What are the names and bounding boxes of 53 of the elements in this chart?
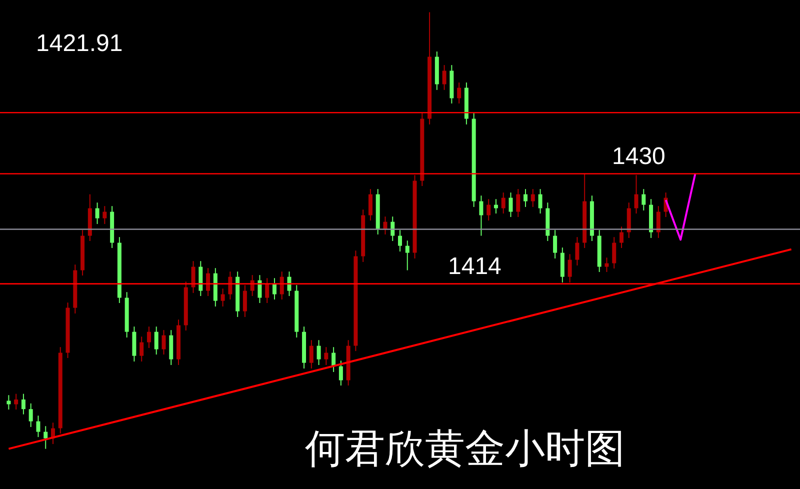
candlestick [324, 346, 328, 366]
candlestick [575, 236, 580, 266]
candlestick [95, 202, 100, 224]
candlestick [21, 393, 26, 415]
candlestick [501, 192, 506, 214]
candlestick [619, 226, 624, 248]
candlestick [538, 188, 542, 214]
candlestick [479, 195, 484, 236]
candlestick [612, 236, 616, 270]
candlestick [383, 216, 388, 235]
candlestick [486, 198, 491, 221]
candlestick [568, 254, 572, 283]
candlestick [258, 274, 262, 304]
candlestick [338, 360, 343, 386]
candlestick [405, 240, 410, 271]
candlestick [140, 336, 144, 362]
candlestick [44, 426, 48, 450]
candlestick [604, 257, 609, 273]
candlestick [656, 206, 660, 238]
annotation: 1421.91 [36, 30, 123, 57]
candlestick [28, 402, 33, 428]
candlestick [265, 278, 270, 304]
candlestick [553, 230, 558, 259]
annotation: 1430 [612, 143, 666, 170]
candlestick [14, 393, 18, 410]
candlestick [398, 230, 402, 252]
candlestick [272, 278, 276, 300]
candlestick [6, 394, 11, 410]
candlestick [280, 271, 284, 300]
candlestick [154, 326, 158, 356]
candlestick [309, 340, 314, 369]
candlestick [634, 174, 638, 214]
candlestick [36, 415, 40, 438]
candlestick [368, 188, 372, 221]
candlestick [457, 82, 462, 104]
candlestick [146, 326, 151, 348]
annotation: 1414 [448, 253, 502, 280]
candlestick [191, 260, 196, 294]
candlestick [206, 268, 210, 297]
candlestick [508, 192, 513, 218]
candlestick [316, 340, 321, 366]
candlestick [516, 188, 520, 218]
candlestick [524, 188, 528, 208]
candlestick [162, 330, 166, 356]
candlestick [242, 284, 247, 318]
text: 何君欣黄金小时图 [305, 426, 625, 472]
candlestick [228, 271, 232, 300]
candlestick [442, 64, 446, 90]
candlestick [494, 198, 498, 214]
candlestick [530, 188, 535, 208]
candlestick [102, 206, 107, 224]
candlestick [220, 288, 225, 307]
candlestick [642, 188, 646, 211]
